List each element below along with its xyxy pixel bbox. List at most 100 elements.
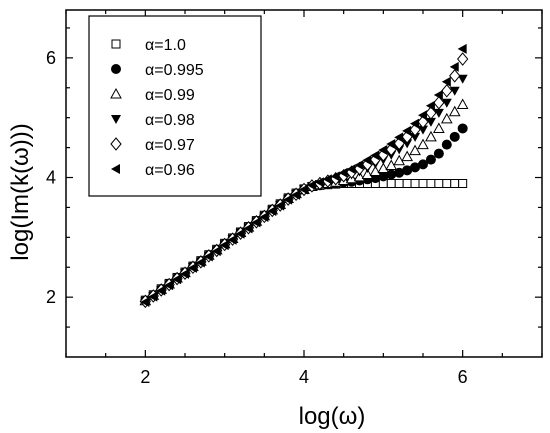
data-point (393, 154, 406, 166)
data-point (314, 177, 324, 188)
data-point (377, 162, 390, 174)
data-point (227, 234, 237, 245)
series-4 (139, 52, 469, 309)
data-point (243, 223, 253, 234)
data-point (203, 251, 213, 262)
data-point (425, 130, 437, 142)
data-point (291, 189, 301, 200)
data-point (418, 159, 428, 170)
data-point (378, 171, 389, 182)
data-point (267, 206, 277, 217)
data-point (433, 89, 443, 100)
legend-marker (111, 164, 120, 174)
data-point (418, 125, 428, 135)
legend-marker (111, 39, 121, 49)
data-point (338, 167, 348, 178)
data-point (433, 148, 444, 159)
axis-ticks (65, 10, 543, 357)
axis-tick-labels: 2 4 6 2 4 6 (46, 48, 468, 387)
data-point (457, 43, 467, 54)
data-point (449, 61, 459, 72)
data-point (386, 179, 396, 188)
data-point (409, 144, 421, 156)
data-point (450, 179, 460, 188)
data-point (361, 168, 374, 180)
data-point (370, 150, 380, 161)
legend-label: α=0.995 (145, 62, 204, 79)
data-point (251, 217, 261, 228)
data-point (426, 179, 436, 188)
data-point (369, 165, 382, 177)
data-point (410, 179, 420, 188)
data-point (441, 76, 451, 87)
data-point (401, 150, 413, 162)
data-point (418, 110, 427, 121)
data-point (433, 122, 445, 133)
y-tick-label: 4 (46, 168, 56, 188)
data-point (235, 228, 245, 239)
data-point (394, 167, 405, 178)
x-tick-label: 6 (458, 367, 468, 387)
data-point (425, 100, 435, 111)
data-point (441, 83, 453, 98)
legend-label: α=0.97 (145, 137, 195, 154)
legend-marker (111, 115, 121, 124)
legend-marker (110, 137, 122, 151)
legend-label: α=0.99 (145, 87, 195, 104)
data-point (180, 268, 189, 279)
data-point (441, 98, 452, 108)
data-point (410, 162, 421, 173)
data-point (362, 155, 372, 166)
data-point (425, 154, 436, 165)
data-point (410, 118, 420, 129)
y-tick-label: 6 (46, 48, 56, 68)
legend-marker (110, 87, 122, 99)
data-point (417, 138, 429, 150)
legend-label: α=0.98 (145, 112, 195, 129)
data-point (457, 52, 469, 66)
data-point (402, 139, 413, 149)
data-point (187, 262, 197, 273)
x-axis-label: log(ω) (299, 403, 366, 430)
data-point (275, 200, 285, 211)
data-point (425, 117, 436, 127)
y-tick-label: 2 (46, 287, 56, 307)
data-point (156, 285, 166, 296)
data-point (433, 108, 444, 118)
data-point (283, 194, 293, 205)
data-point (386, 169, 397, 180)
data-point (402, 165, 413, 176)
data-point (148, 291, 158, 302)
data-point (211, 246, 221, 257)
data-point (330, 171, 340, 182)
legend-marker (111, 64, 121, 74)
data-point (457, 123, 468, 134)
data-point (442, 179, 452, 188)
data-point (164, 280, 174, 291)
data-point (457, 74, 468, 84)
data-point (354, 159, 364, 170)
x-tick-label: 2 (140, 367, 150, 387)
legend-label: α=1.0 (145, 37, 186, 54)
legend: α=1.0 α=0.995 α=0.99 α=0.98 α=0.97 α=0.96 (88, 15, 262, 197)
data-point (418, 179, 428, 188)
data-point (378, 144, 388, 155)
data-point (219, 240, 229, 251)
data-point (410, 132, 421, 142)
data-point (402, 179, 412, 188)
legend-label: α=0.96 (145, 162, 195, 179)
data-point (346, 164, 356, 175)
series-0 (140, 179, 468, 305)
data-point (402, 125, 412, 136)
data-point (458, 179, 468, 188)
data-point (449, 131, 460, 142)
data-point (306, 180, 316, 191)
data-point (449, 86, 460, 96)
data-point (259, 212, 269, 223)
data-point (440, 112, 453, 124)
data-point (449, 69, 461, 83)
y-axis-label: log(Im(k(ω))) (7, 123, 34, 260)
data-point (448, 105, 461, 117)
data-point (441, 139, 452, 150)
